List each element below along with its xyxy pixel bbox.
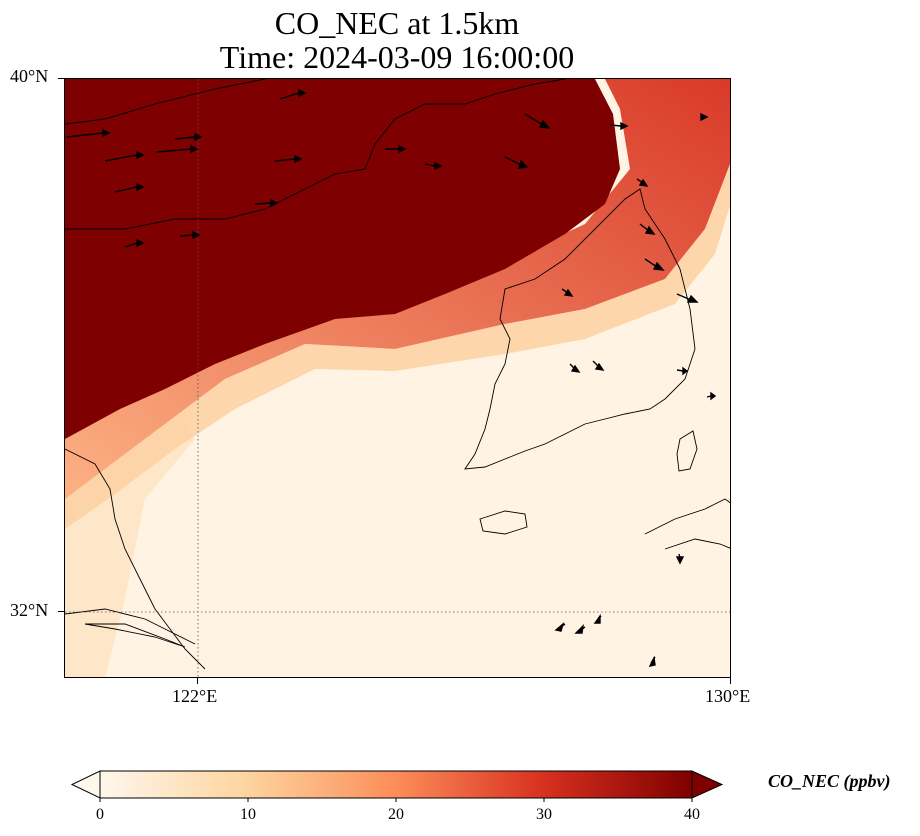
wind-arrow <box>424 161 443 171</box>
wind-arrow <box>700 112 709 122</box>
lat-tick-label-32: 32°N <box>10 600 49 620</box>
wind-arrow <box>174 132 203 142</box>
high-concentration-field <box>65 79 620 439</box>
colorbar-label: CO_NEC (ppbv) <box>768 771 891 791</box>
wind-arrow <box>636 178 649 187</box>
colorbar-tick-40: 40 <box>684 806 700 823</box>
lat-tick-label-40: 40°N <box>10 66 49 86</box>
wind-arrow <box>574 624 586 634</box>
colorbar-tick-20: 20 <box>388 806 404 823</box>
wind-arrow <box>675 553 685 565</box>
wind-arrow <box>554 621 566 632</box>
concentration-map <box>65 79 730 677</box>
wind-arrow <box>179 230 201 240</box>
wind-arrow <box>254 198 279 208</box>
map-panel <box>64 78 731 678</box>
wind-arrow <box>504 156 529 169</box>
lat-tick-mark-40 <box>58 78 64 79</box>
wind-arrow <box>561 288 574 297</box>
wind-arrow <box>592 360 605 371</box>
colorbar-tick-0: 0 <box>96 806 104 823</box>
lon-tick-mark-122 <box>197 678 198 684</box>
wind-arrow <box>124 238 145 248</box>
wind-arrow <box>279 88 307 100</box>
colorbar-extend-high <box>691 770 724 799</box>
wind-vectors <box>66 88 717 667</box>
colorbar-extend-low <box>70 770 101 799</box>
wind-arrow <box>593 613 602 624</box>
title-time: Time: 2024-03-09 16:00:00 <box>219 39 575 75</box>
gridlines <box>65 79 730 677</box>
wind-arrow <box>569 363 581 373</box>
lon-tick-mark-130 <box>730 678 731 684</box>
title-variable: CO_NEC at 1.5km <box>274 5 520 41</box>
colorbar-tick-10: 10 <box>240 806 256 823</box>
wind-arrow <box>114 182 145 193</box>
coastlines <box>65 79 730 670</box>
lat-tick-mark-32 <box>58 611 64 612</box>
wind-arrow <box>676 293 699 303</box>
lon-tick-label-130: 130°E <box>705 686 751 706</box>
wind-arrow <box>385 144 407 154</box>
wind-arrow <box>676 366 689 376</box>
colorbar-tick-30: 30 <box>536 806 552 823</box>
wind-arrow <box>609 121 629 131</box>
plot-title: CO_NEC at 1.5km Time: 2024-03-09 16:00:0… <box>62 6 732 74</box>
wind-arrow <box>524 113 551 129</box>
colorbar <box>70 768 725 803</box>
transition-band <box>65 79 730 499</box>
wind-arrow <box>706 391 717 401</box>
wind-arrow <box>648 655 656 667</box>
wind-arrow <box>156 144 199 154</box>
colorbar-gradient <box>99 770 693 799</box>
lon-tick-label-122: 122°E <box>172 686 218 706</box>
wind-arrow <box>104 150 145 162</box>
wind-arrow <box>639 223 656 235</box>
wind-arrow <box>66 128 111 138</box>
wind-arrow <box>274 154 303 164</box>
wind-arrow <box>644 258 665 271</box>
colorbar-graphic <box>70 770 724 803</box>
